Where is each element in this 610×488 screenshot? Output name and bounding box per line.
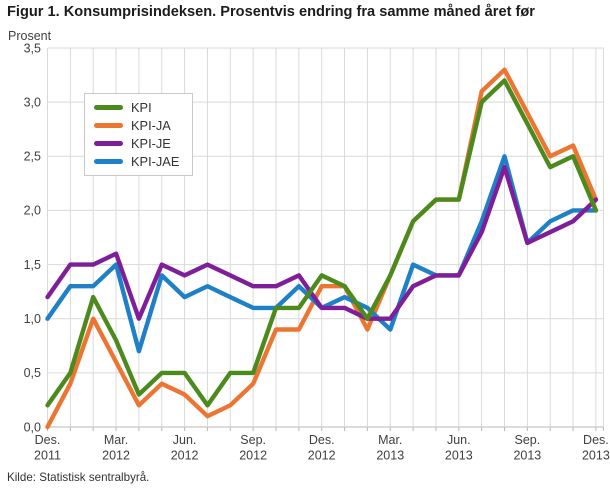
legend-swatch-kpi-ja — [94, 123, 123, 128]
x-axis-tick-label-month: Mar. — [378, 433, 402, 447]
x-axis-tick-label-year: 2013 — [376, 449, 404, 463]
legend-item-kpi-je[interactable]: KPI-JE — [94, 135, 179, 152]
x-axis-tick-label-month: Jun. — [173, 433, 197, 447]
y-axis-tick-label: 2,0 — [24, 204, 41, 218]
y-axis-tick-label: 0,0 — [24, 420, 41, 434]
legend-label: KPI-JA — [131, 118, 171, 133]
x-axis-tick-label-year: 2013 — [582, 449, 610, 463]
legend-item-kpi-ja[interactable]: KPI-JA — [94, 117, 179, 134]
y-axis-tick-label: 3,0 — [24, 95, 41, 109]
x-axis-tick-label-year: 2012 — [102, 449, 130, 463]
legend-swatch-kpi-je — [94, 141, 123, 146]
source-attribution: Kilde: Statistisk sentralbyrå. — [7, 471, 150, 484]
x-axis-tick-label-month: Des. — [35, 433, 61, 447]
y-axis-tick-label: 1,0 — [24, 312, 41, 326]
legend-label: KPI-JAE — [131, 154, 180, 169]
y-axis-tick-label: 0,5 — [24, 366, 41, 380]
x-axis-tick-label-year: 2011 — [34, 449, 61, 463]
series-line-kpi-je[interactable] — [45, 164, 599, 321]
y-axis-unit-label: Prosent — [8, 29, 52, 43]
chart-title: Figur 1. Konsumprisindeksen. Prosentvis … — [7, 4, 535, 20]
x-axis-tick-label-year: 2012 — [308, 449, 336, 463]
x-axis-tick-label-year: 2013 — [445, 449, 473, 463]
legend-item-kpi[interactable]: KPI — [94, 99, 179, 116]
legend-item-kpi-jae[interactable]: KPI-JAE — [94, 153, 179, 170]
x-axis-tick-label-month: Mar. — [104, 433, 128, 447]
x-axis-tick-label-month: Jun. — [447, 433, 471, 447]
legend-swatch-kpi — [94, 105, 123, 110]
x-axis-tick-label-month: Des. — [583, 433, 609, 447]
x-axis-tick-label-month: Des. — [309, 433, 335, 447]
y-axis-tick-label: 3,5 — [24, 41, 41, 55]
x-axis-tick-label-year: 2012 — [171, 449, 199, 463]
legend-swatch-kpi-jae — [94, 159, 123, 164]
y-axis-tick-label: 1,5 — [24, 258, 41, 272]
x-axis-tick-label-month: Sep. — [240, 433, 266, 447]
series-line-kpi-ja[interactable] — [45, 67, 599, 430]
y-axis-tick-label: 2,5 — [24, 150, 41, 164]
x-axis-tick-label-month: Sep. — [514, 433, 540, 447]
legend-label: KPI — [131, 100, 152, 115]
x-axis-tick-label-year: 2013 — [513, 449, 541, 463]
legend-label: KPI-JE — [131, 136, 171, 151]
series-line-kpi[interactable] — [45, 78, 599, 408]
x-axis-tick-label-year: 2012 — [239, 449, 267, 463]
chart-legend: KPI KPI-JA KPI-JE KPI-JAE — [84, 93, 194, 176]
line-chart-canvas: 0,0 0,5 1,0 1,5 2,0 2,5 3,0 3,5 Des. 2011 Mar. 2012… — [24, 41, 610, 463]
